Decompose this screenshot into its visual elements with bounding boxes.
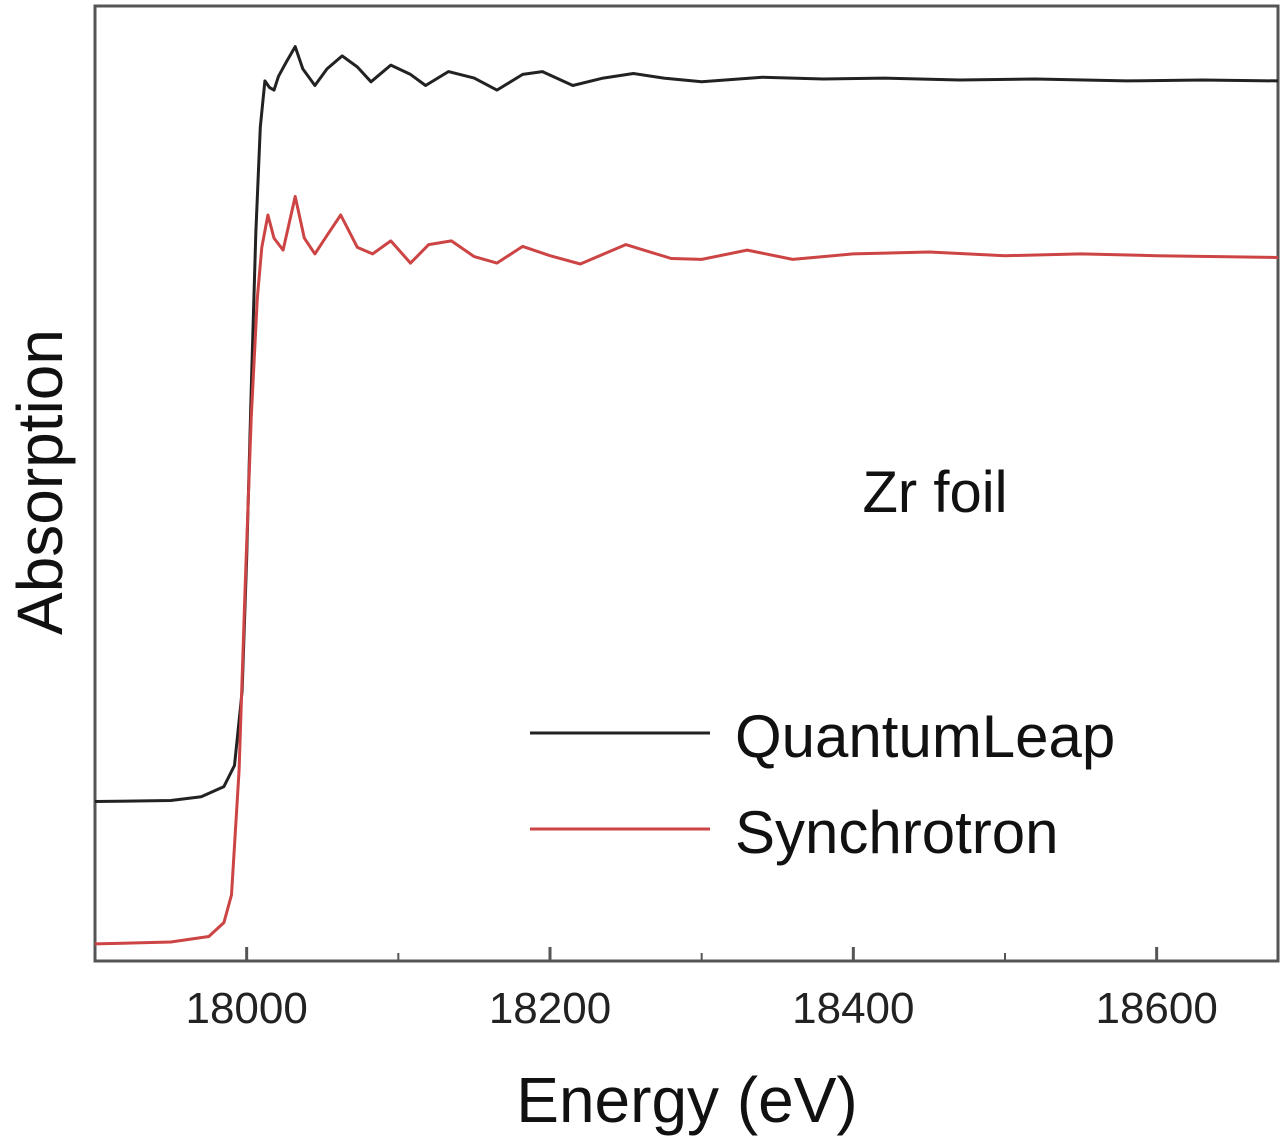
x-ticks bbox=[245, 947, 1159, 961]
x-tick-label: 18200 bbox=[489, 984, 611, 1033]
x-tick-labels: 18000 18200 18400 18600 bbox=[185, 984, 1217, 1033]
legend: QuantumLeap Synchrotron bbox=[530, 703, 1115, 866]
x-tick-label: 18000 bbox=[185, 984, 307, 1033]
y-axis-title: Absorption bbox=[4, 329, 76, 635]
x-tick-label: 18600 bbox=[1095, 984, 1217, 1033]
legend-label-quantumleap: QuantumLeap bbox=[735, 703, 1115, 770]
series-line-synchrotron bbox=[94, 195, 1279, 946]
x-axis-title: Energy (eV) bbox=[516, 1064, 857, 1136]
legend-label-synchrotron: Synchrotron bbox=[735, 799, 1059, 866]
series-layer bbox=[94, 45, 1279, 946]
x-tick-label: 18400 bbox=[792, 984, 914, 1033]
plot-frame bbox=[93, 4, 1280, 963]
annotation-label: Zr foil bbox=[863, 460, 1008, 525]
